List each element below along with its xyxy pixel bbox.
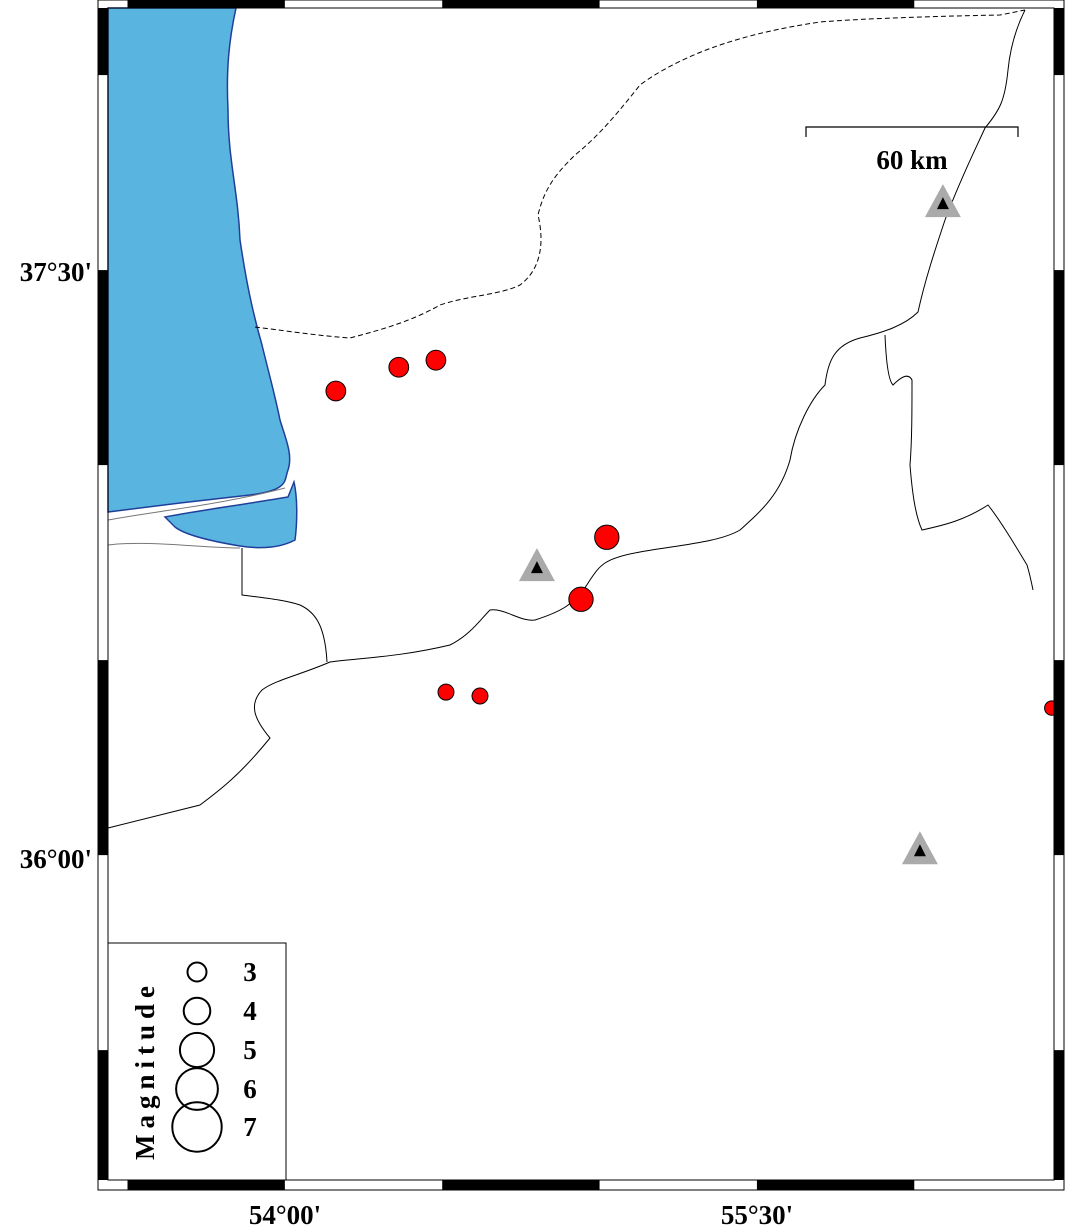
legend: Magnitude 3 4 5 6 7 [107, 942, 287, 1181]
frame-tick-top [756, 0, 915, 8]
frame-tick-right [1054, 8, 1064, 76]
earthquake-marker [388, 356, 410, 378]
legend-circle [182, 996, 212, 1026]
sea-area [107, 7, 291, 513]
frame-tick-right [1054, 660, 1064, 856]
station-layer [518, 184, 961, 865]
legend-circle [175, 1067, 219, 1111]
sandbar-outline [107, 487, 286, 549]
earthquake-marker [325, 380, 347, 402]
frame-tick-bottom [127, 1180, 285, 1190]
axis-labels: 37°30' 36°00' 54°00' 55°30' [20, 257, 793, 1229]
station-marker [518, 548, 555, 582]
frame-tick-right [1054, 1050, 1064, 1180]
earthquake-marker [594, 524, 620, 550]
frame-tick-top [442, 0, 600, 8]
caspian-sea [107, 7, 298, 549]
legend-items: 3 4 5 6 7 [171, 957, 257, 1153]
lon-label: 54°00' [249, 1200, 321, 1229]
map-frame [97, 0, 1065, 1191]
legend-label: 4 [243, 996, 257, 1026]
lat-label: 37°30' [20, 257, 92, 287]
earthquake-marker [425, 349, 447, 371]
province-border [241, 548, 328, 663]
station-triangle-inner [936, 197, 949, 210]
station-triangle-inner [530, 561, 543, 574]
legend-circle [186, 961, 208, 983]
frame-tick-bottom [442, 1180, 600, 1190]
earthquake-layer [325, 349, 1060, 716]
earthquake-marker [568, 586, 594, 612]
lagoon [163, 479, 298, 549]
lon-label: 55°30' [721, 1200, 793, 1229]
legend-label: 3 [243, 957, 257, 987]
scale-bar-label: 60 km [876, 145, 948, 175]
legend-label: 5 [243, 1035, 257, 1065]
frame-tick-left [98, 270, 108, 466]
frame-tick-bottom [756, 1180, 915, 1190]
frame-tick-left [98, 660, 108, 856]
earthquake-marker [471, 687, 489, 705]
province-border [884, 334, 1034, 591]
legend-label: 7 [243, 1112, 257, 1142]
legend-circle [171, 1101, 223, 1153]
lat-label: 36°00' [20, 844, 92, 874]
frame-tick-left [98, 1050, 108, 1180]
frame-tick-left [98, 8, 108, 76]
frame-tick-top [127, 0, 285, 8]
legend-label: 6 [243, 1074, 257, 1104]
scale-bar: 60 km [805, 126, 1019, 175]
station-triangle-inner [913, 844, 926, 857]
scale-bar-line [805, 126, 1019, 137]
national-border [254, 9, 1026, 339]
earthquake-marker [437, 683, 455, 701]
legend-title: Magnitude [130, 980, 160, 1160]
station-marker [901, 831, 938, 865]
frame-tick-right [1054, 270, 1064, 466]
station-marker [924, 184, 961, 218]
legend-circle [178, 1031, 216, 1069]
